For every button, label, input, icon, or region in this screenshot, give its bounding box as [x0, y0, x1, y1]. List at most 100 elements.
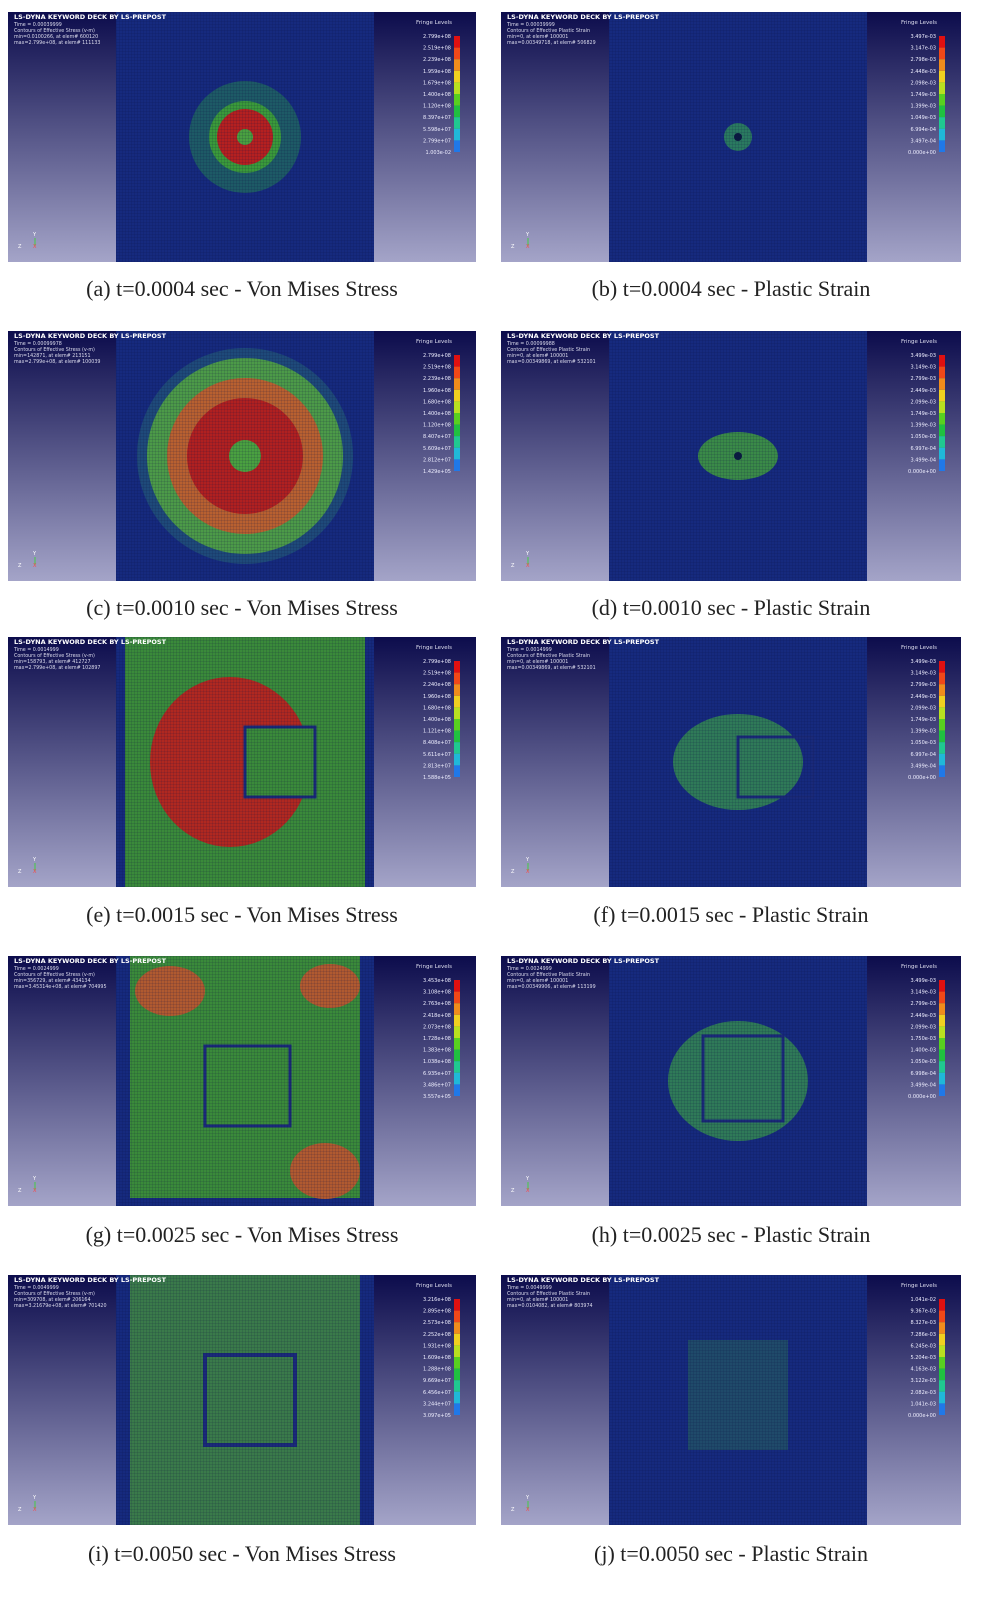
legend-label: 2.099e-03 — [910, 705, 936, 711]
legend-label: 0.000e+00 — [908, 469, 936, 475]
legend-label: 1.003e-02 — [425, 150, 451, 156]
legend-swatch — [939, 378, 945, 390]
legend-label: 8.397e+07 — [423, 115, 451, 121]
legend-swatch — [939, 661, 945, 673]
legend-label: 1.749e-03 — [910, 717, 936, 723]
legend-label: 1.679e+08 — [423, 80, 451, 86]
legend-label: 1.038e+08 — [423, 1059, 451, 1065]
legend-swatch — [939, 696, 945, 708]
legend-label: 2.573e+08 — [423, 1320, 451, 1326]
caption: (g) t=0.0025 sec - Von Mises Stress — [8, 1222, 476, 1248]
simulation-panel: LS-DYNA KEYWORD DECK BY LS-PREPOSTTime =… — [501, 12, 961, 262]
legend-label: 2.799e+08 — [423, 34, 451, 40]
header-title: LS-DYNA KEYWORD DECK BY LS-PREPOST — [507, 1276, 660, 1284]
legend-swatch — [939, 1311, 945, 1323]
triad-z: Z — [18, 1507, 22, 1513]
legend-label: 5.611e+07 — [423, 752, 451, 758]
simulation-panel: LS-DYNA KEYWORD DECK BY LS-PREPOSTTime =… — [8, 956, 476, 1206]
legend-swatch — [939, 1334, 945, 1346]
legend-label: 3.499e-03 — [910, 659, 936, 665]
legend-label: 6.994e-04 — [910, 127, 936, 133]
legend-swatch — [939, 754, 945, 766]
legend-title: Fringe Levels — [901, 1283, 937, 1289]
legend-label: 2.252e+08 — [423, 1332, 451, 1338]
legend-label: 1.049e-03 — [910, 115, 936, 121]
legend-label: 3.149e-03 — [910, 671, 936, 677]
legend-swatch — [454, 378, 460, 390]
figure: LS-DYNA KEYWORD DECK BY LS-PREPOST Time =… — [0, 0, 985, 1607]
legend-swatch — [454, 140, 460, 152]
header-contours: Contours of Effective Plastic Strain — [507, 972, 590, 978]
legend-swatch — [939, 59, 945, 71]
mesh-overlay — [116, 637, 374, 887]
legend-swatch — [454, 94, 460, 106]
header-contours: Contours of Effective Plastic Strain — [507, 653, 590, 659]
legend-swatch — [939, 992, 945, 1004]
legend-swatch — [939, 425, 945, 437]
caption: (e) t=0.0015 sec - Von Mises Stress — [8, 902, 476, 928]
legend-label: 3.499e-04 — [910, 457, 936, 463]
legend-label: 9.669e+07 — [423, 1378, 451, 1384]
legend-label: 3.108e+08 — [423, 990, 451, 996]
legend-label: 0.000e+00 — [908, 1413, 936, 1419]
legend-swatch — [939, 129, 945, 141]
legend-label: 2.799e+07 — [423, 138, 451, 144]
legend-swatch — [454, 742, 460, 754]
legend-swatch — [454, 1403, 460, 1415]
legend-swatch — [939, 390, 945, 402]
header-time: Time = 0.00099988 — [506, 341, 555, 347]
header-min: min=158793, at elem# 412727 — [14, 659, 91, 665]
legend-swatch — [454, 1050, 460, 1062]
simulation-panel: LS-DYNA KEYWORD DECK BY LS-PREPOSTTime =… — [8, 1275, 476, 1525]
legend-swatch — [939, 82, 945, 94]
legend-swatch — [454, 1003, 460, 1015]
legend-label: 1.120e+08 — [423, 104, 451, 110]
legend-swatch — [454, 1322, 460, 1334]
legend-swatch — [939, 673, 945, 685]
legend-label: 1.400e-03 — [910, 1048, 936, 1054]
legend-label: 1.399e-03 — [910, 729, 936, 735]
triad-x: X — [33, 244, 37, 250]
legend-label: 1.609e+08 — [423, 1355, 451, 1361]
simulation-panel: LS-DYNA KEYWORD DECK BY LS-PREPOSTTime =… — [501, 637, 961, 887]
legend-swatch — [454, 129, 460, 141]
header-contours: Contours of Effective Stress (v-m) — [14, 972, 95, 978]
triad-x: X — [526, 869, 530, 875]
header-contours: Contours of Effective Plastic Strain — [507, 347, 590, 353]
header-min: min=0, at elem# 100001 — [507, 1297, 568, 1303]
legend-swatch — [939, 1345, 945, 1357]
header-time: Time = 0.0014999 — [506, 647, 552, 653]
legend-label: 4.163e-03 — [910, 1367, 936, 1373]
legend-swatch — [939, 1322, 945, 1334]
legend-label: 1.288e+08 — [423, 1367, 451, 1373]
legend-swatch — [454, 1026, 460, 1038]
legend-label: 1.750e-03 — [910, 1036, 936, 1042]
legend-label: 2.239e+08 — [423, 376, 451, 382]
simulation-panel: LS-DYNA KEYWORD DECK BY LS-PREPOSTTime =… — [8, 331, 476, 581]
legend-swatch — [939, 94, 945, 106]
triad-x: X — [526, 244, 530, 250]
legend-label: 2.098e-03 — [910, 80, 936, 86]
legend-label: 3.499e-04 — [910, 1082, 936, 1088]
legend-swatch — [454, 48, 460, 60]
legend-label: 1.050e-03 — [910, 434, 936, 440]
simulation-panel: LS-DYNA KEYWORD DECK BY LS-PREPOSTTime =… — [8, 637, 476, 887]
legend-label: 1.749e-03 — [910, 92, 936, 98]
header-title: LS-DYNA KEYWORD DECK BY LS-PREPOST — [14, 1276, 167, 1284]
legend-swatch — [939, 1003, 945, 1015]
triad-z: Z — [511, 563, 515, 569]
legend-title: Fringe Levels — [901, 20, 937, 26]
header-time: Time = 0.00039999 — [13, 22, 62, 28]
legend-swatch — [939, 1357, 945, 1369]
legend-label: 8.408e+07 — [423, 740, 451, 746]
legend-label: 3.244e+07 — [423, 1401, 451, 1407]
legend-label: 3.097e+05 — [423, 1413, 451, 1419]
legend-swatch — [454, 36, 460, 48]
legend-swatch — [939, 1026, 945, 1038]
header-title: LS-DYNA KEYWORD DECK BY LS-PREPOST — [14, 957, 167, 965]
triad-z: Z — [18, 869, 22, 875]
legend-label: 1.400e+08 — [423, 92, 451, 98]
legend-swatch — [454, 1311, 460, 1323]
legend-swatch — [454, 59, 460, 71]
legend-label: 3.499e-04 — [910, 763, 936, 769]
